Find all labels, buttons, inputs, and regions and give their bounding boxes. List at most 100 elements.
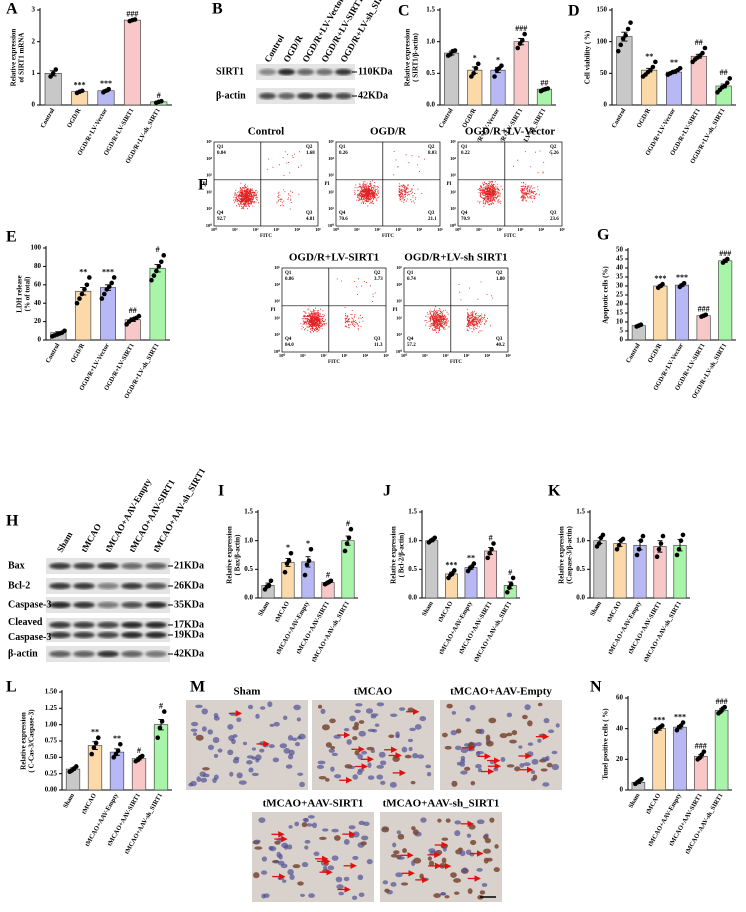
lane-label: Sham (55, 530, 75, 554)
cell-nucleus (546, 762, 553, 768)
cell-nucleus (327, 865, 335, 871)
y-tick-label: 20 (616, 755, 624, 763)
blot-band (49, 650, 71, 658)
cell-nucleus (259, 748, 265, 753)
y-tick-label: 0.5 (426, 69, 435, 77)
cell-nucleus (260, 870, 268, 875)
y-tick-label: 0.5 (576, 565, 585, 573)
y-axis-label: PI (271, 308, 276, 313)
cell-nucleus (272, 757, 280, 763)
y-axis-label: Cell viability ( %) (584, 30, 592, 84)
cell-nucleus (344, 764, 353, 769)
cell-nucleus (367, 762, 372, 769)
cell-nucleus (207, 744, 215, 751)
y-tick-label: 10⁰ (396, 349, 403, 354)
plot-title: Control (248, 126, 284, 138)
cell-nucleus (246, 760, 253, 765)
cell-nucleus (343, 876, 350, 882)
blot-band (97, 562, 119, 570)
blot-band (121, 631, 143, 639)
significance-label: # (156, 245, 160, 254)
cell-nucleus (190, 780, 197, 787)
x-axis-label: FITC (328, 360, 340, 365)
cell-nucleus (200, 777, 208, 783)
data-point (638, 538, 644, 543)
cell-nucleus (352, 736, 358, 741)
y-tick-label: 5 (620, 327, 624, 335)
data-point (154, 268, 159, 274)
quadrant-name: Q4 (339, 211, 346, 216)
cell-nucleus (499, 732, 508, 739)
bar (444, 52, 460, 106)
cell-nucleus (450, 730, 458, 736)
cell-nucleus (460, 755, 466, 761)
cell-nucleus (294, 821, 300, 827)
cell-nucleus (255, 758, 260, 763)
cell-nucleus (291, 737, 298, 742)
cell-nucleus (288, 825, 293, 829)
cell-nucleus (289, 874, 295, 880)
data-point (545, 86, 551, 91)
cell-nucleus (467, 888, 473, 895)
cell-nucleus (479, 728, 485, 735)
row-label: Bcl-2 (8, 580, 30, 591)
data-point (155, 735, 161, 741)
row-label: β-actin (8, 648, 38, 659)
cell-nucleus (308, 893, 315, 898)
blot-band (145, 650, 167, 658)
cell-nucleus (464, 766, 471, 771)
x-tick-label: Control (611, 107, 628, 129)
data-point (113, 751, 119, 757)
cell-nucleus (531, 758, 539, 765)
y-tick-label: 10⁵ (274, 265, 281, 270)
blot-band (121, 621, 143, 629)
cell-nucleus (493, 767, 499, 772)
quadrant-name: Q2 (496, 271, 503, 276)
cell-nucleus (357, 753, 363, 760)
quadrant-name: Q2 (374, 271, 381, 276)
cell-nucleus (388, 734, 395, 738)
cell-nucleus (366, 746, 375, 751)
data-point (680, 532, 686, 538)
x-tick-label: tMCAO+AAV-sh_SIRT1 (642, 600, 683, 663)
significance-label: *** (653, 715, 665, 724)
y-tick-label: 100 (31, 244, 42, 252)
quadrant-name: Q3 (496, 337, 503, 342)
data-point (492, 74, 497, 79)
blot-band (315, 92, 334, 100)
data-point (432, 535, 438, 541)
quadrant-name: Q4 (285, 337, 292, 342)
y-tick-label: 1.0 (576, 536, 585, 544)
quadrant-value: 0.22 (461, 151, 470, 156)
significance-label: ** (645, 52, 653, 61)
y-tick-label: 1.25 (45, 704, 58, 712)
blot-band (97, 621, 119, 629)
quadrant-value: 21.1 (428, 217, 437, 222)
cell-nucleus (488, 717, 497, 724)
tissue-background (440, 700, 562, 790)
y-tick-label: 50 (600, 69, 608, 77)
data-point (471, 71, 476, 76)
event-cloud (233, 151, 302, 210)
cell-nucleus (371, 729, 378, 733)
y-axis-label: Relative expression (226, 526, 234, 584)
cell-nucleus (518, 745, 523, 749)
row-label: Bax (8, 560, 25, 571)
cell-nucleus (268, 846, 277, 852)
data-point (308, 546, 314, 552)
blot-strip (46, 618, 170, 642)
panel-label: G (597, 227, 610, 244)
cell-nucleus (304, 839, 311, 844)
significance-label: # (346, 519, 350, 528)
cell-nucleus (395, 731, 400, 738)
data-point (725, 256, 730, 262)
cell-nucleus (274, 860, 279, 864)
cell-nucleus (470, 839, 477, 846)
significance-label: ## (695, 38, 703, 47)
cell-nucleus (441, 837, 449, 841)
cell-nucleus (283, 748, 291, 754)
cell-nucleus (312, 822, 317, 829)
data-point (74, 300, 80, 306)
bar (131, 758, 147, 791)
cell-nucleus (261, 856, 268, 862)
